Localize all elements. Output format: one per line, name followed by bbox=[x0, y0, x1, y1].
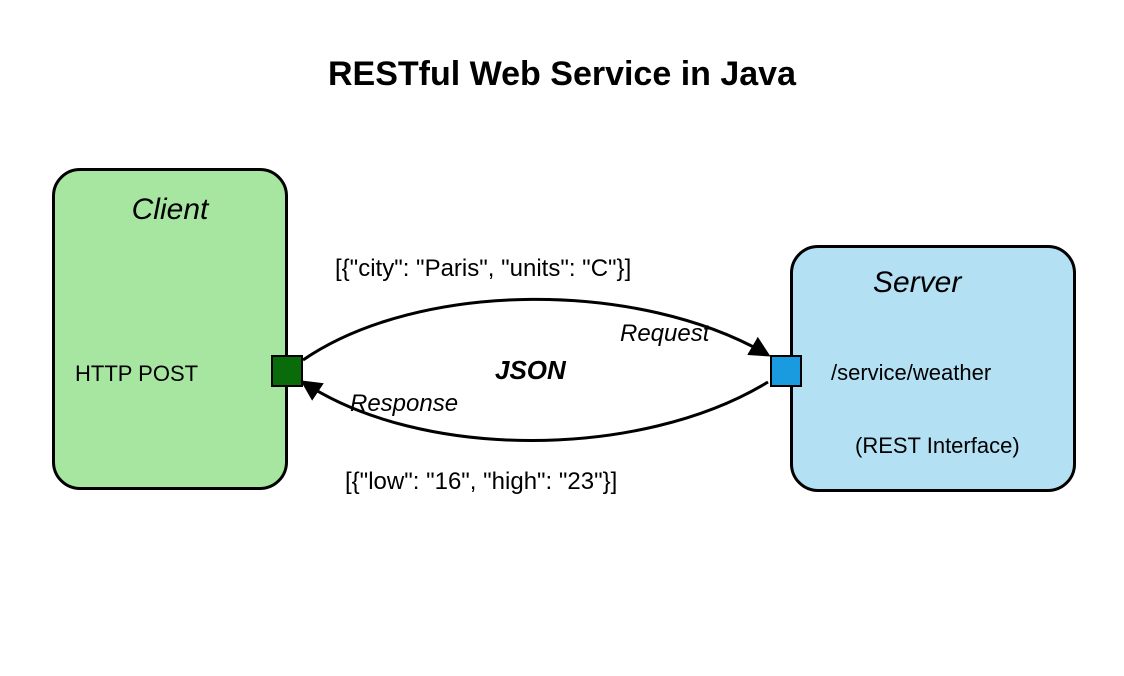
client-port bbox=[271, 355, 303, 387]
client-label: Client bbox=[55, 193, 285, 227]
request-payload: [{"city": "Paris", "units": "C"}] bbox=[335, 255, 631, 283]
server-label: Server bbox=[873, 266, 1073, 300]
server-node: Server /service/weather (REST Interface) bbox=[790, 245, 1076, 492]
response-label: Response bbox=[350, 390, 458, 418]
diagram-title: RESTful Web Service in Java bbox=[0, 55, 1124, 94]
client-method: HTTP POST bbox=[75, 361, 198, 387]
request-label: Request bbox=[620, 320, 709, 348]
center-json-label: JSON bbox=[495, 355, 566, 386]
diagram-canvas: RESTful Web Service in Java Client HTTP … bbox=[0, 0, 1124, 676]
server-endpoint: /service/weather bbox=[831, 360, 991, 386]
server-port bbox=[770, 355, 802, 387]
server-interface: (REST Interface) bbox=[855, 433, 1020, 459]
client-node: Client HTTP POST bbox=[52, 168, 288, 490]
response-payload: [{"low": "16", "high": "23"}] bbox=[345, 468, 617, 496]
